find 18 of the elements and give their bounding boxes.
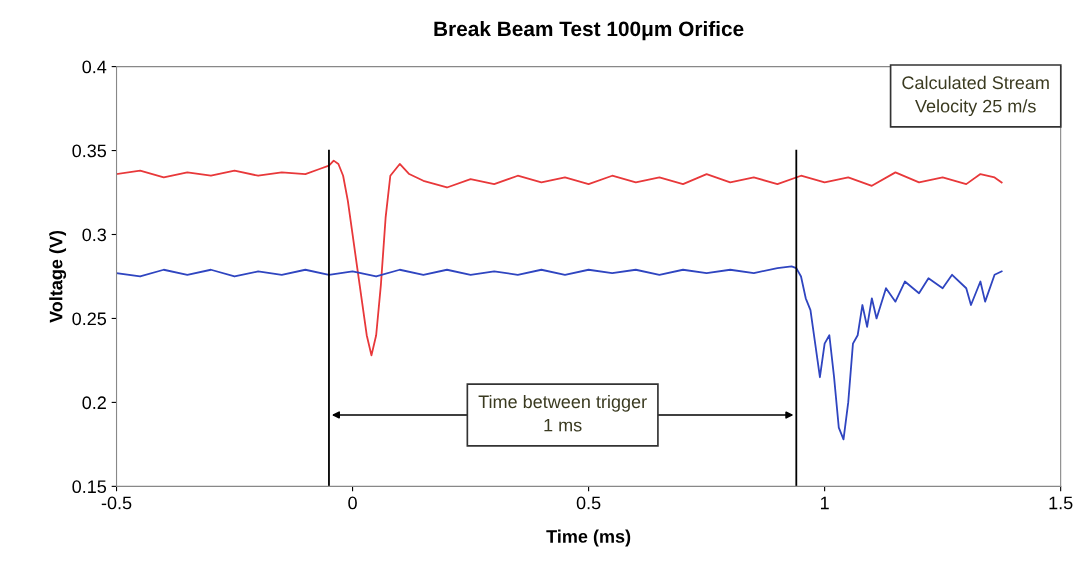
y-tick-label: 0.3	[82, 228, 107, 242]
chart-title: Break Beam Test 100μm Orifice	[434, 20, 744, 41]
x-tick-label: 0.5	[576, 496, 601, 510]
x-tick-label: 1	[820, 496, 829, 510]
y-tick-label: 0.2	[82, 396, 106, 410]
line-series	[116, 265, 1003, 441]
y-tick-label: 0.15	[72, 480, 107, 494]
y-tick-label: 0.4	[82, 60, 107, 74]
line-series	[116, 159, 1003, 357]
y-tick-label: 0.25	[72, 312, 107, 326]
annotation: Time between trigger 1 ms	[478, 394, 647, 432]
y-axis-title: Voltage (V)	[49, 230, 67, 323]
x-axis-title: Time (ms)	[546, 529, 631, 547]
y-tick-label: 0.35	[72, 144, 107, 158]
x-tick-label: 1.5	[1049, 496, 1073, 510]
x-tick-label: -0.5	[101, 496, 132, 510]
x-tick-label: 0	[348, 496, 357, 510]
annotation: Calculated Stream Velocity 25 m/s	[902, 75, 1049, 117]
